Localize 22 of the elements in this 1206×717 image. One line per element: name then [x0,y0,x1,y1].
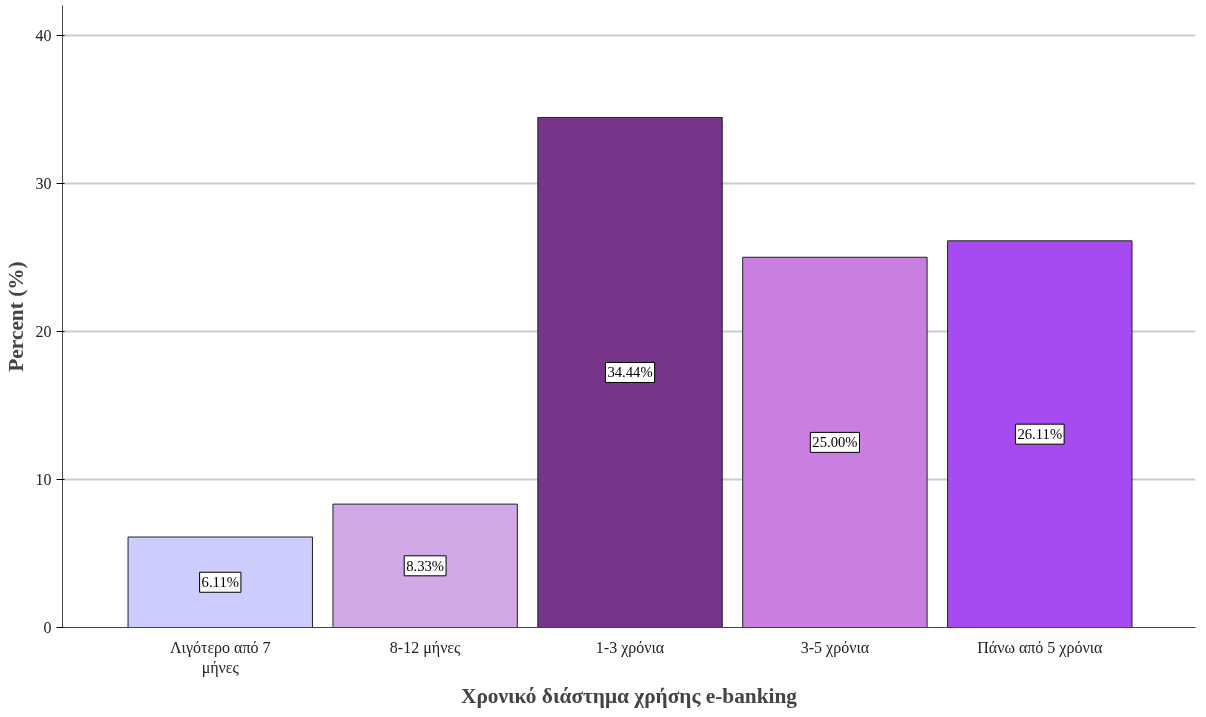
data-label: 6.11% [201,574,239,591]
x-axis-title: Χρονικό διάστημα χρήσης e-banking [461,683,798,708]
data-label: 26.11% [1017,426,1063,443]
y-axis-title: Percent (%) [3,261,28,372]
x-tick-label: 1-3 χρόνια [595,638,665,657]
y-tick-label: 10 [35,470,52,488]
bar [947,240,1133,628]
y-tick-label: 0 [43,619,52,636]
data-label: 8.33% [406,557,445,574]
x-tick-label: 8-12 μήνες [389,638,462,657]
bar [127,536,313,628]
x-tick-label: Λιγότερο από 7 μήνες [169,638,271,677]
bar [742,256,928,628]
y-tick-label: 40 [35,26,52,44]
data-label: 34.44% [607,364,653,381]
bar [332,503,518,628]
bar [537,116,723,628]
y-tick-label: 20 [35,322,52,340]
data-label: 25.00% [812,434,858,451]
y-tick-label: 30 [35,174,52,192]
x-tick-label: Πάνω από 5 χρόνια [977,638,1103,657]
x-tick-label: 3-5 χρόνια [800,638,870,657]
